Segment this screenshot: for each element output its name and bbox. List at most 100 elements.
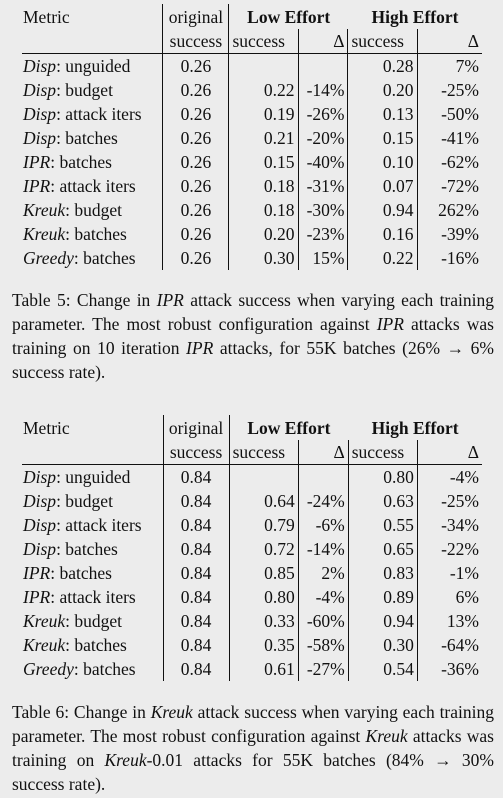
caption-text: attacks was training on <box>12 726 494 770</box>
low-effort-delta-cell <box>297 53 348 78</box>
metric-cell: Disp: batches <box>22 126 163 150</box>
table-row: Greedy: batches 0.84 0.61 -27% 0.54 -36% <box>22 657 482 681</box>
metric-parameter: : attack iters <box>56 104 142 124</box>
high-effort-success-cell: 0.20 <box>347 78 418 102</box>
metric-cell: IPR: attack iters <box>22 585 163 609</box>
low-effort-success-cell: 0.18 <box>263 200 295 220</box>
metric-cell: Greedy: batches <box>22 246 163 270</box>
low-effort-success-cell: 0.72 <box>264 539 295 559</box>
column-header-original: original <box>162 415 230 440</box>
metric-method: Greedy <box>23 659 74 679</box>
original-success-cell: 0.84 <box>162 464 230 489</box>
caption-text: attacks was training on 10 iteration <box>12 314 494 358</box>
high-effort-success-cell: 0.13 <box>347 102 418 126</box>
metric-parameter: : budget <box>65 611 122 631</box>
high-effort-delta-cell: -34% <box>416 513 482 537</box>
original-success-cell: 0.84 <box>162 513 230 537</box>
low-effort-success-cell: 0.35 <box>264 635 295 655</box>
high-effort-delta-cell: -50% <box>416 102 482 126</box>
low-effort-delta-cell <box>297 464 349 489</box>
low-effort-delta-cell: -24% <box>297 489 349 513</box>
metric-parameter: : batches <box>73 659 136 679</box>
high-effort-success-cell: 0.16 <box>347 222 418 246</box>
subheader-blank <box>22 440 164 465</box>
metric-method: IPR <box>23 587 51 607</box>
high-effort-success-cell: 0.07 <box>347 174 418 198</box>
metric-cell: Disp: attack iters <box>22 102 163 126</box>
high-effort-success-cell: 0.30 <box>347 633 418 657</box>
table-row: Kreuk: batches 0.26 0.20 -23% 0.16 -39% <box>22 222 482 246</box>
group-header-high-effort: High Effort <box>371 6 459 27</box>
table-row: Disp: batches 0.84 0.72 -14% 0.65 -22% <box>22 537 482 561</box>
high-effort-success-cell: 0.83 <box>347 561 418 585</box>
high-effort-delta-cell: -16% <box>416 246 482 270</box>
metric-method: Greedy <box>23 248 74 268</box>
table-row: Disp: unguided 0.84 0.80 -4% <box>22 464 482 490</box>
low-effort-delta-cell: -6% <box>297 513 349 537</box>
column-header-metric: Metric <box>23 6 70 27</box>
high-effort-delta-cell: -4% <box>416 464 482 489</box>
original-success-cell: 0.26 <box>162 102 230 126</box>
table-row: IPR: attack iters 0.26 0.18 -31% 0.07 -72% <box>22 174 482 198</box>
metric-parameter: : batches <box>73 248 136 268</box>
metric-cell: Disp: batches <box>22 537 163 561</box>
column-header-metric: Metric <box>23 417 70 438</box>
high-effort-delta-cell: -41% <box>416 126 482 150</box>
table-row: Disp: attack iters 0.84 0.79 -6% 0.55 -34% <box>22 513 482 537</box>
table-row: Kreuk: budget 0.26 0.18 -30% 0.94 262% <box>22 198 482 222</box>
low-effort-delta-cell: 2% <box>297 561 349 585</box>
caption-text: attack success when varying each trainin… <box>12 290 495 334</box>
group-header-low-effort: Low Effort <box>247 6 331 27</box>
low-effort-success-cell: 0.64 <box>264 491 295 511</box>
low-effort-success-cell <box>229 54 298 79</box>
subheader-original-success: success <box>162 440 230 465</box>
metric-method: Disp <box>23 128 57 148</box>
high-effort-delta-cell: -64% <box>416 633 482 657</box>
table-row: Disp: budget 0.26 0.22 -14% 0.20 -25% <box>22 78 482 102</box>
high-effort-delta-cell: -22% <box>416 537 482 561</box>
metric-parameter: : budget <box>65 200 122 220</box>
metric-method: Kreuk <box>23 224 66 244</box>
subheader-blank <box>22 29 163 54</box>
subheader-high-success: success <box>347 440 418 465</box>
low-effort-delta-cell: -14% <box>297 78 348 102</box>
low-effort-success-cell: 0.20 <box>263 224 295 244</box>
metric-cell: Disp: unguided <box>22 465 163 490</box>
high-effort-success-cell: 0.22 <box>347 246 418 270</box>
caption-emphasis: IPR <box>376 314 404 334</box>
original-success-cell: 0.84 <box>162 561 230 585</box>
metric-parameter: : attack iters <box>50 587 136 607</box>
high-effort-delta-cell: 6% <box>416 585 482 609</box>
low-effort-success-cell: 0.79 <box>264 515 295 535</box>
original-success-cell: 0.84 <box>162 633 230 657</box>
high-effort-success-cell: 0.65 <box>347 537 418 561</box>
high-effort-delta-cell: -25% <box>416 78 482 102</box>
high-effort-success-cell: 0.10 <box>347 150 418 174</box>
header-row: Metric original Low Effort High Effort <box>22 415 482 440</box>
low-effort-success-cell: 0.30 <box>263 248 295 268</box>
metric-parameter: : batches <box>56 539 118 559</box>
high-effort-delta-cell: 262% <box>416 198 482 222</box>
table-row: Disp: budget 0.84 0.64 -24% 0.63 -25% <box>22 489 482 513</box>
metric-cell: Kreuk: batches <box>22 222 163 246</box>
high-effort-success-cell: 0.89 <box>347 585 418 609</box>
table-row: Greedy: batches 0.26 0.30 15% 0.22 -16% <box>22 246 482 270</box>
metric-cell: Disp: unguided <box>22 54 163 79</box>
metric-cell: Greedy: batches <box>22 657 163 681</box>
metric-cell: Kreuk: budget <box>22 198 163 222</box>
low-effort-success-cell <box>229 465 298 490</box>
high-effort-success-cell: 0.28 <box>347 53 418 78</box>
original-success-cell: 0.26 <box>162 222 230 246</box>
metric-parameter: : unguided <box>56 56 131 76</box>
metric-parameter: : budget <box>56 491 113 511</box>
high-effort-success-cell: 0.54 <box>347 657 418 681</box>
metric-cell: Disp: budget <box>22 489 163 513</box>
original-success-cell: 0.26 <box>162 78 230 102</box>
metric-parameter: : budget <box>56 80 113 100</box>
original-success-cell: 0.26 <box>162 150 230 174</box>
low-effort-delta-cell: -60% <box>297 609 349 633</box>
metric-method: Disp <box>23 467 57 487</box>
subheader-low-delta: Δ <box>297 29 348 54</box>
